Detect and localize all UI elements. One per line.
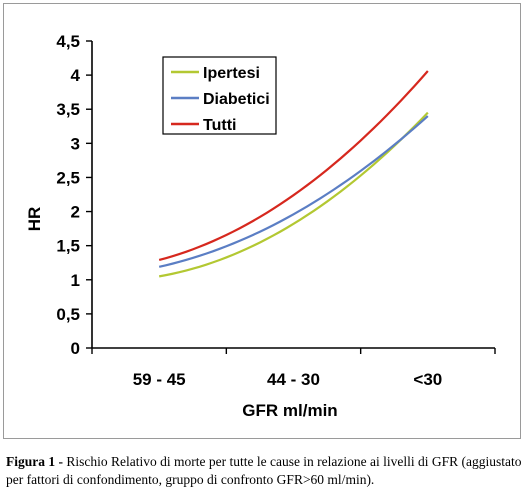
y-tick-label: 0 xyxy=(71,339,80,358)
y-tick-label: 2,5 xyxy=(56,168,80,187)
y-tick-label: 1,5 xyxy=(56,237,80,256)
series-line-diabetici xyxy=(158,115,429,268)
y-tick-label: 2 xyxy=(71,203,80,222)
y-tick-label: 4,5 xyxy=(56,32,80,51)
hr-line-chart: 0 0,5 1 1,5 2 2,5 3 3,5 4 4,5 59 - 45 44 - 30 <30 I… xyxy=(25,32,496,420)
y-tick-label: 0,5 xyxy=(56,305,80,324)
x-axis-title: GFR ml/min xyxy=(242,401,337,420)
x-tick-label: 44 - 30 xyxy=(267,370,320,389)
legend: Ipertesi Diabetici Tutti xyxy=(162,56,277,135)
y-axis-title: HR xyxy=(25,207,44,232)
y-tick-label: 3 xyxy=(71,134,80,153)
axes xyxy=(91,41,495,349)
series-lines xyxy=(158,70,429,278)
legend-label-ipertesi: Ipertesi xyxy=(203,65,260,82)
legend-label-diabetici: Diabetici xyxy=(203,91,270,108)
x-tick-label: 59 - 45 xyxy=(133,370,186,389)
y-tick-label: 4 xyxy=(71,66,81,85)
y-axis-ticks: 0 0,5 1 1,5 2 2,5 3 3,5 4 4,5 xyxy=(56,32,92,358)
legend-box xyxy=(162,56,277,135)
x-axis-ticks: 59 - 45 44 - 30 <30 xyxy=(91,348,496,389)
series-line-ipertesi xyxy=(158,111,429,278)
series-line-tutti xyxy=(158,70,429,262)
x-tick-label: <30 xyxy=(413,370,442,389)
figure-caption: Figura 1 - Rischio Relativo di morte per… xyxy=(6,453,522,489)
y-tick-label: 1 xyxy=(71,271,80,290)
caption-text: Rischio Relativo di morte per tutte le c… xyxy=(6,454,522,487)
y-tick-label: 3,5 xyxy=(56,100,80,119)
legend-label-tutti: Tutti xyxy=(203,117,236,134)
caption-label: Figura 1 - xyxy=(6,454,63,469)
